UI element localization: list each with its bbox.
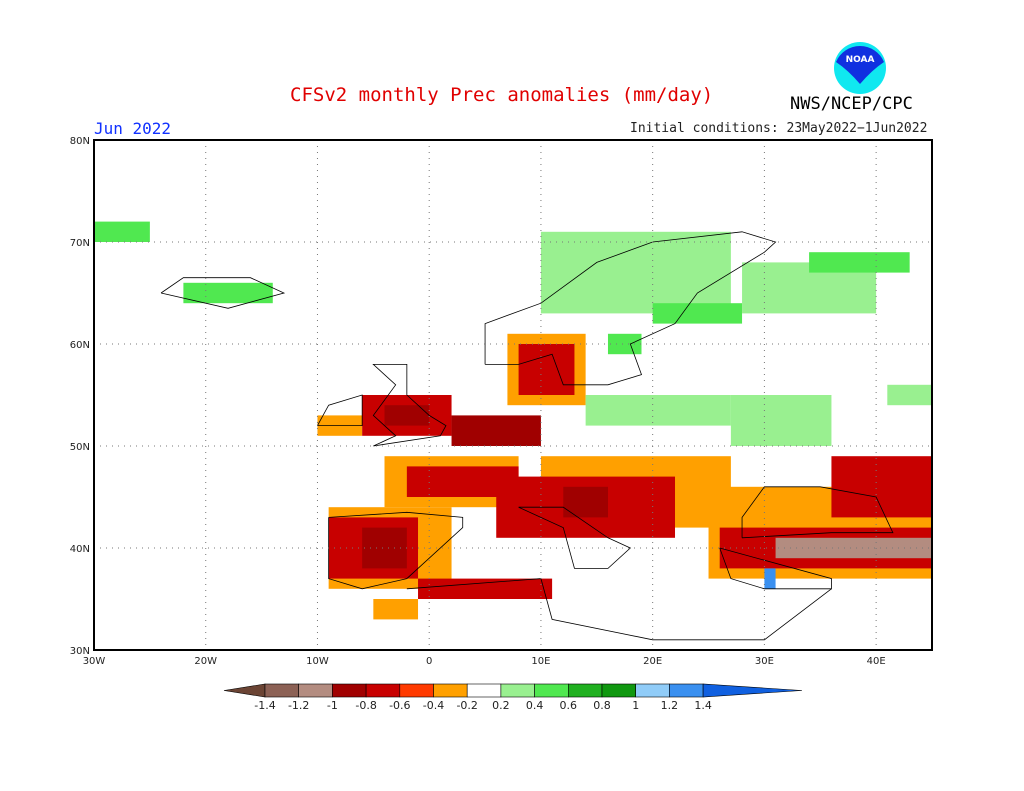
map-frame	[93, 139, 933, 651]
anomaly-cell	[585, 395, 731, 426]
lon-tick-label: 20E	[643, 656, 662, 667]
anomaly-cell	[764, 568, 776, 589]
noaa-logo-icon: NOAA	[834, 42, 886, 94]
colorbar-label: -0.6	[389, 699, 410, 712]
anomaly-cell	[418, 578, 553, 599]
anomaly-cell	[362, 527, 407, 569]
colorbar-label: 1.2	[661, 699, 679, 712]
anomaly-cell	[183, 282, 273, 304]
colorbar-arrow-left	[223, 683, 266, 698]
anomaly-cell	[775, 537, 932, 559]
colorbar-label: 1.4	[694, 699, 712, 712]
colorbar-swatch	[567, 683, 603, 698]
anomaly-cell	[563, 486, 608, 518]
coastline	[518, 506, 632, 569]
colorbar-swatch	[635, 683, 670, 698]
colorbar-swatch	[298, 683, 333, 698]
lat-tick-label: 80N	[70, 136, 90, 147]
lon-tick-label: 10E	[531, 656, 550, 667]
colorbar-label: -1.2	[288, 699, 309, 712]
anomaly-cell	[730, 395, 832, 446]
organization-label: NWS/NCEP/CPC	[790, 94, 913, 114]
lon-tick-label: 20W	[194, 656, 217, 667]
colorbar-label: 0.2	[492, 699, 510, 712]
colorbar-swatch	[332, 683, 367, 698]
anomaly-cell	[809, 252, 910, 273]
colorbar-swatch	[500, 683, 535, 698]
colorbar-label: -0.2	[456, 699, 477, 712]
colorbar-label: 0.4	[526, 699, 544, 712]
colorbar-label: 0.8	[593, 699, 611, 712]
colorbar-swatch	[669, 683, 704, 698]
lat-tick-label: 50N	[70, 442, 90, 453]
anomaly-cell	[94, 221, 150, 242]
noaa-logo-text: NOAA	[846, 55, 875, 65]
anomaly-cell	[373, 599, 419, 620]
lon-tick-label: 30E	[755, 656, 774, 667]
lat-tick-label: 60N	[70, 340, 90, 351]
anomaly-cell	[384, 405, 430, 426]
coastline	[317, 394, 363, 427]
colorbar-label: 0.6	[560, 699, 578, 712]
coastline	[406, 578, 832, 641]
lat-tick-label: 40N	[70, 544, 90, 555]
anomaly-cell	[831, 456, 932, 518]
lat-tick-label: 70N	[70, 238, 90, 249]
colorbar-swatch	[264, 683, 300, 698]
colorbar-label: -1	[327, 699, 338, 712]
coastline	[372, 363, 447, 447]
lon-tick-label: 30W	[83, 656, 106, 667]
colorbar-label: -1.4	[254, 699, 275, 712]
coastline	[741, 486, 894, 539]
coastline	[328, 511, 464, 590]
lon-tick-label: 40E	[867, 656, 886, 667]
colorbar-swatch	[365, 683, 401, 698]
colorbar-label: -0.8	[355, 699, 376, 712]
coastline	[719, 547, 832, 590]
anomaly-cell	[887, 384, 932, 406]
colorbar-label: 1	[632, 699, 639, 712]
colorbar-swatch	[466, 683, 502, 698]
colorbar-swatch	[601, 683, 637, 698]
colorbar-arrow-right	[702, 683, 803, 698]
chart-title: CFSv2 monthly Prec anomalies (mm/day)	[290, 84, 714, 106]
colorbar-swatch	[534, 683, 569, 698]
coastline	[160, 277, 286, 309]
lon-tick-label: 10W	[306, 656, 329, 667]
coastline	[484, 231, 777, 386]
colorbar-swatch	[399, 683, 434, 698]
lat-tick-label: 30N	[70, 646, 90, 657]
initial-conditions: Initial conditions: 23May2022−1Jun2022	[630, 121, 928, 136]
colorbar-label: -0.4	[423, 699, 444, 712]
anomaly-cell	[652, 303, 743, 324]
anomaly-cell	[540, 231, 731, 314]
lon-tick-label: 0	[426, 656, 432, 667]
colorbar-swatch	[433, 683, 468, 698]
forecast-month: Jun 2022	[94, 119, 172, 138]
anomaly-cell	[607, 333, 642, 355]
anomaly-cell	[518, 344, 575, 395]
anomaly-cell	[451, 415, 541, 446]
